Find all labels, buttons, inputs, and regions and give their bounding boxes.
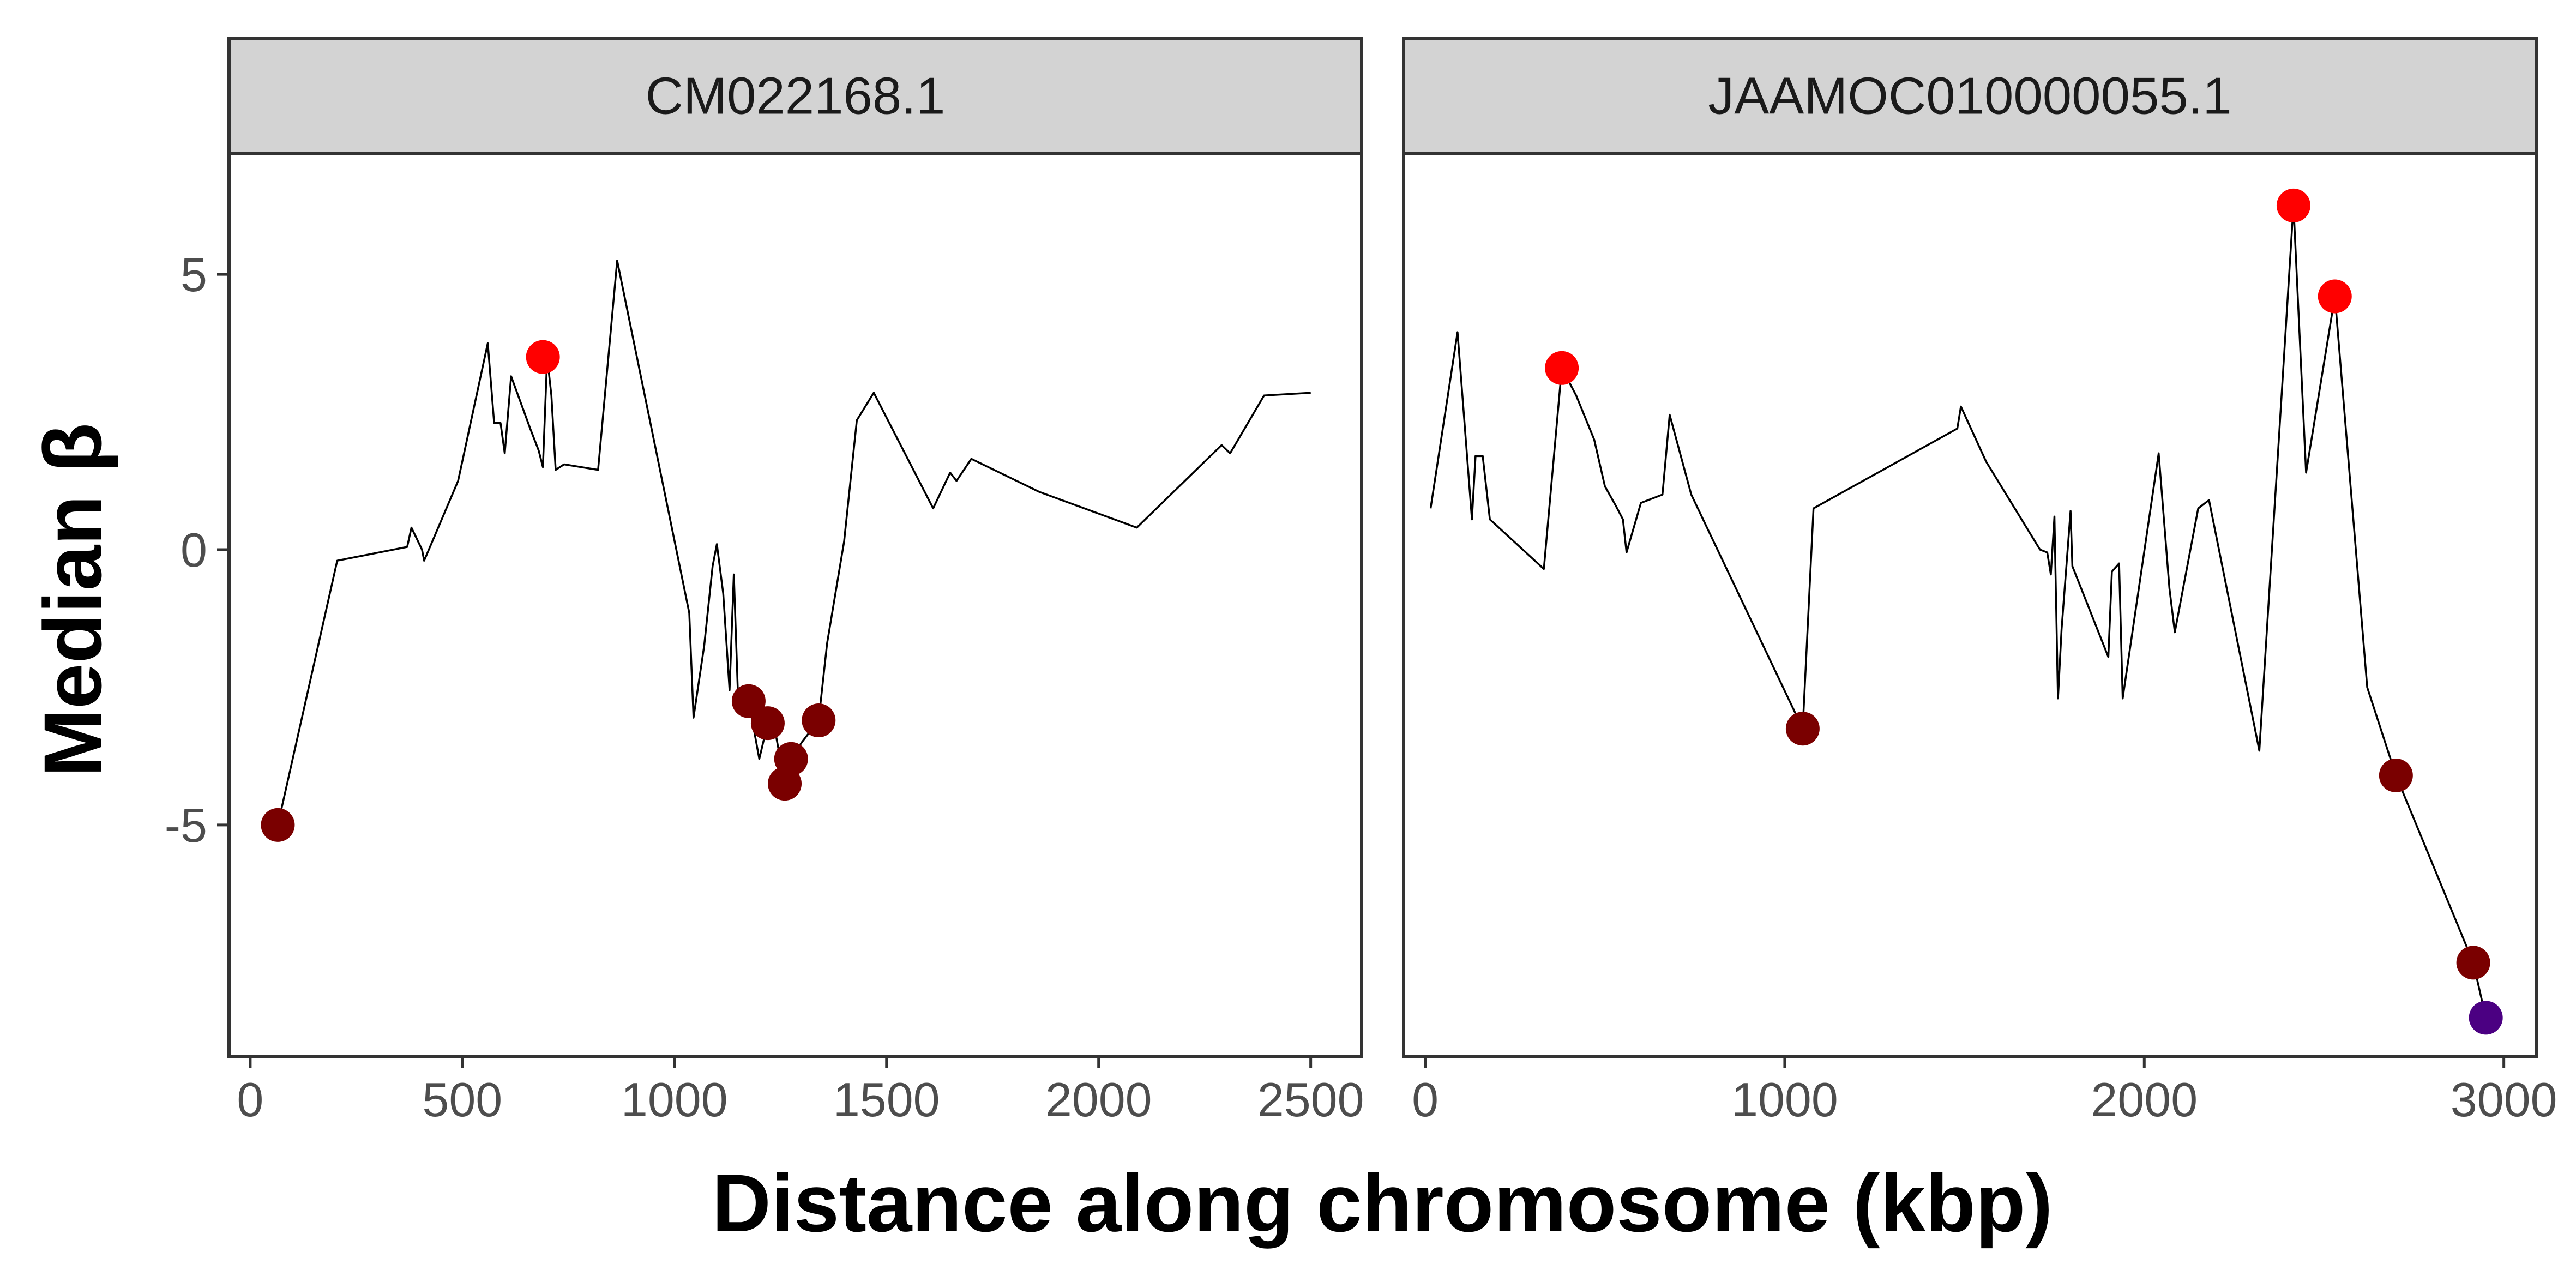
facet-title: JAAMOC010000055.1 (1708, 67, 2232, 125)
x-axis-title: Distance along chromosome (kbp) (712, 1157, 2053, 1249)
facet-strip (227, 37, 1363, 155)
data-point (2379, 759, 2413, 793)
x-tick-label: 500 (422, 1073, 502, 1127)
x-tick-label: 3000 (2451, 1073, 2557, 1127)
panel-background (227, 152, 1363, 1058)
data-point (2456, 946, 2490, 980)
panel-background (1402, 152, 2538, 1058)
x-tick-label: 0 (237, 1073, 263, 1127)
data-point (2276, 188, 2310, 222)
data-point (774, 742, 808, 776)
x-tick-label: 2000 (2091, 1073, 2198, 1127)
data-point (1785, 712, 1820, 746)
data-point (1545, 351, 1579, 385)
x-tick-label: 0 (1412, 1073, 1439, 1127)
data-point (750, 706, 785, 741)
x-tick-label: 1000 (621, 1073, 728, 1127)
y-tick-label: 5 (180, 248, 207, 302)
data-point (2318, 279, 2352, 314)
panel-1: CM022168.1 0 500 1000 1500 2000 2500 -5 0 5 (165, 37, 1364, 1127)
x-tick-label: 1000 (1731, 1073, 1838, 1127)
x-tick-label: 1500 (833, 1073, 940, 1127)
data-point (526, 340, 560, 374)
y-axis-title: Median β (27, 423, 118, 777)
data-point (261, 808, 295, 842)
y-tick-label: 0 (180, 523, 207, 577)
x-tick-label: 2000 (1045, 1073, 1152, 1127)
facet-panels: CM022168.1 0 500 1000 1500 2000 2500 -5 0 5 JAAMOC… (165, 37, 2557, 1127)
series-line (1429, 204, 2487, 1018)
panel-2: JAAMOC010000055.1 0 1000 2000 3000 (1402, 37, 2557, 1127)
data-point (2469, 1001, 2503, 1035)
x-tick-label: 2500 (1257, 1073, 1364, 1127)
facet-title: CM022168.1 (646, 67, 946, 125)
series-line (276, 260, 1311, 826)
data-point (802, 703, 836, 738)
y-tick-label: -5 (165, 798, 207, 852)
data-point (731, 684, 766, 718)
